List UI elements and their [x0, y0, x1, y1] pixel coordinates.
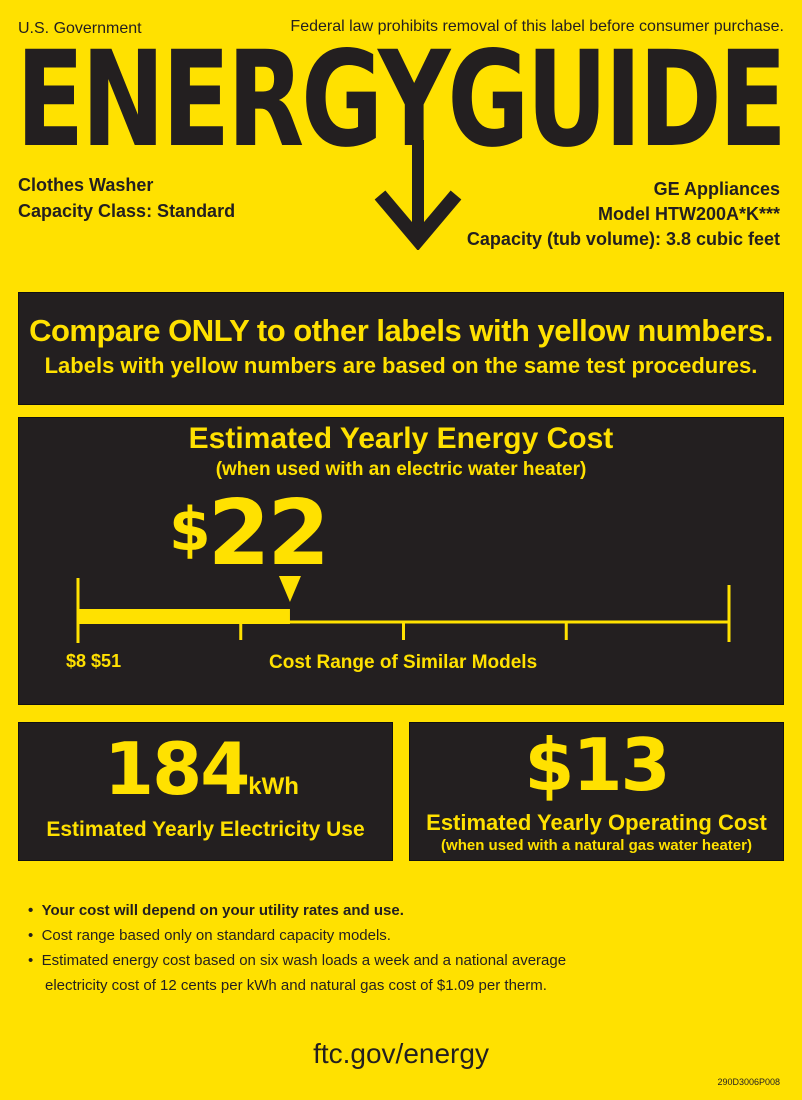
down-arrow-icon	[374, 140, 462, 250]
scale-fill-bar	[78, 609, 290, 624]
capacity: Capacity (tub volume): 3.8 cubic feet	[466, 229, 780, 249]
yearly-cost-value: 22	[207, 481, 330, 586]
yearly-cost-panel: Estimated Yearly Energy Cost (when used …	[18, 417, 784, 705]
currency-symbol: $	[169, 495, 211, 565]
electricity-label: Estimated Yearly Electricity Use	[46, 818, 365, 841]
note-item: • Estimated energy cost based on six was…	[28, 952, 567, 969]
logo-text: ENERGYGUIDE	[16, 23, 787, 177]
note-item: electricity cost of 12 cents per kWh and…	[45, 977, 547, 994]
notes-list: • Your cost will depend on your utility …	[28, 898, 566, 998]
model-number: Model HTW200A*K***	[597, 204, 780, 224]
operating-cost-panel: $13 Estimated Yearly Operating Cost (whe…	[409, 722, 784, 861]
brand: GE Appliances	[653, 179, 780, 199]
cost-range-scale	[76, 576, 731, 643]
range-low: $8	[66, 651, 87, 671]
ftc-url[interactable]: ftc.gov/energy	[313, 1038, 489, 1069]
cost-marker-triangle	[278, 576, 301, 602]
issuer-text: U.S. Government	[18, 20, 142, 37]
electricity-use-panel: 184kWh Estimated Yearly Electricity Use	[18, 722, 393, 861]
product-type: Clothes Washer	[18, 175, 154, 195]
operating-cost-sublabel: (when used with a natural gas water heat…	[441, 837, 752, 854]
operating-cost-value: $13	[524, 723, 670, 807]
removal-notice: Federal law prohibits removal of this la…	[290, 18, 784, 35]
compare-subline: Labels with yellow numbers are based on …	[44, 353, 758, 378]
capacity-class: Capacity Class: Standard	[18, 201, 236, 221]
compare-headline: Compare ONLY to other labels with yellow…	[29, 313, 773, 348]
energyguide-logo: ENERGYGUIDE	[16, 23, 787, 177]
label-code: 290D3006P008	[717, 1077, 780, 1087]
note-item: • Your cost will depend on your utility …	[28, 902, 404, 919]
electricity-unit: kWh	[248, 773, 299, 800]
operating-cost-label: Estimated Yearly Operating Cost	[426, 810, 767, 835]
yearly-cost-title: Estimated Yearly Energy Cost	[188, 422, 614, 455]
yearly-cost-subtitle: (when used with an electric water heater…	[215, 459, 587, 480]
range-high: $51	[91, 651, 122, 671]
note-item: • Cost range based only on standard capa…	[28, 927, 391, 944]
range-label: Cost Range of Similar Models	[269, 652, 538, 673]
electricity-value: 184	[104, 727, 250, 811]
compare-panel: Compare ONLY to other labels with yellow…	[18, 292, 784, 405]
